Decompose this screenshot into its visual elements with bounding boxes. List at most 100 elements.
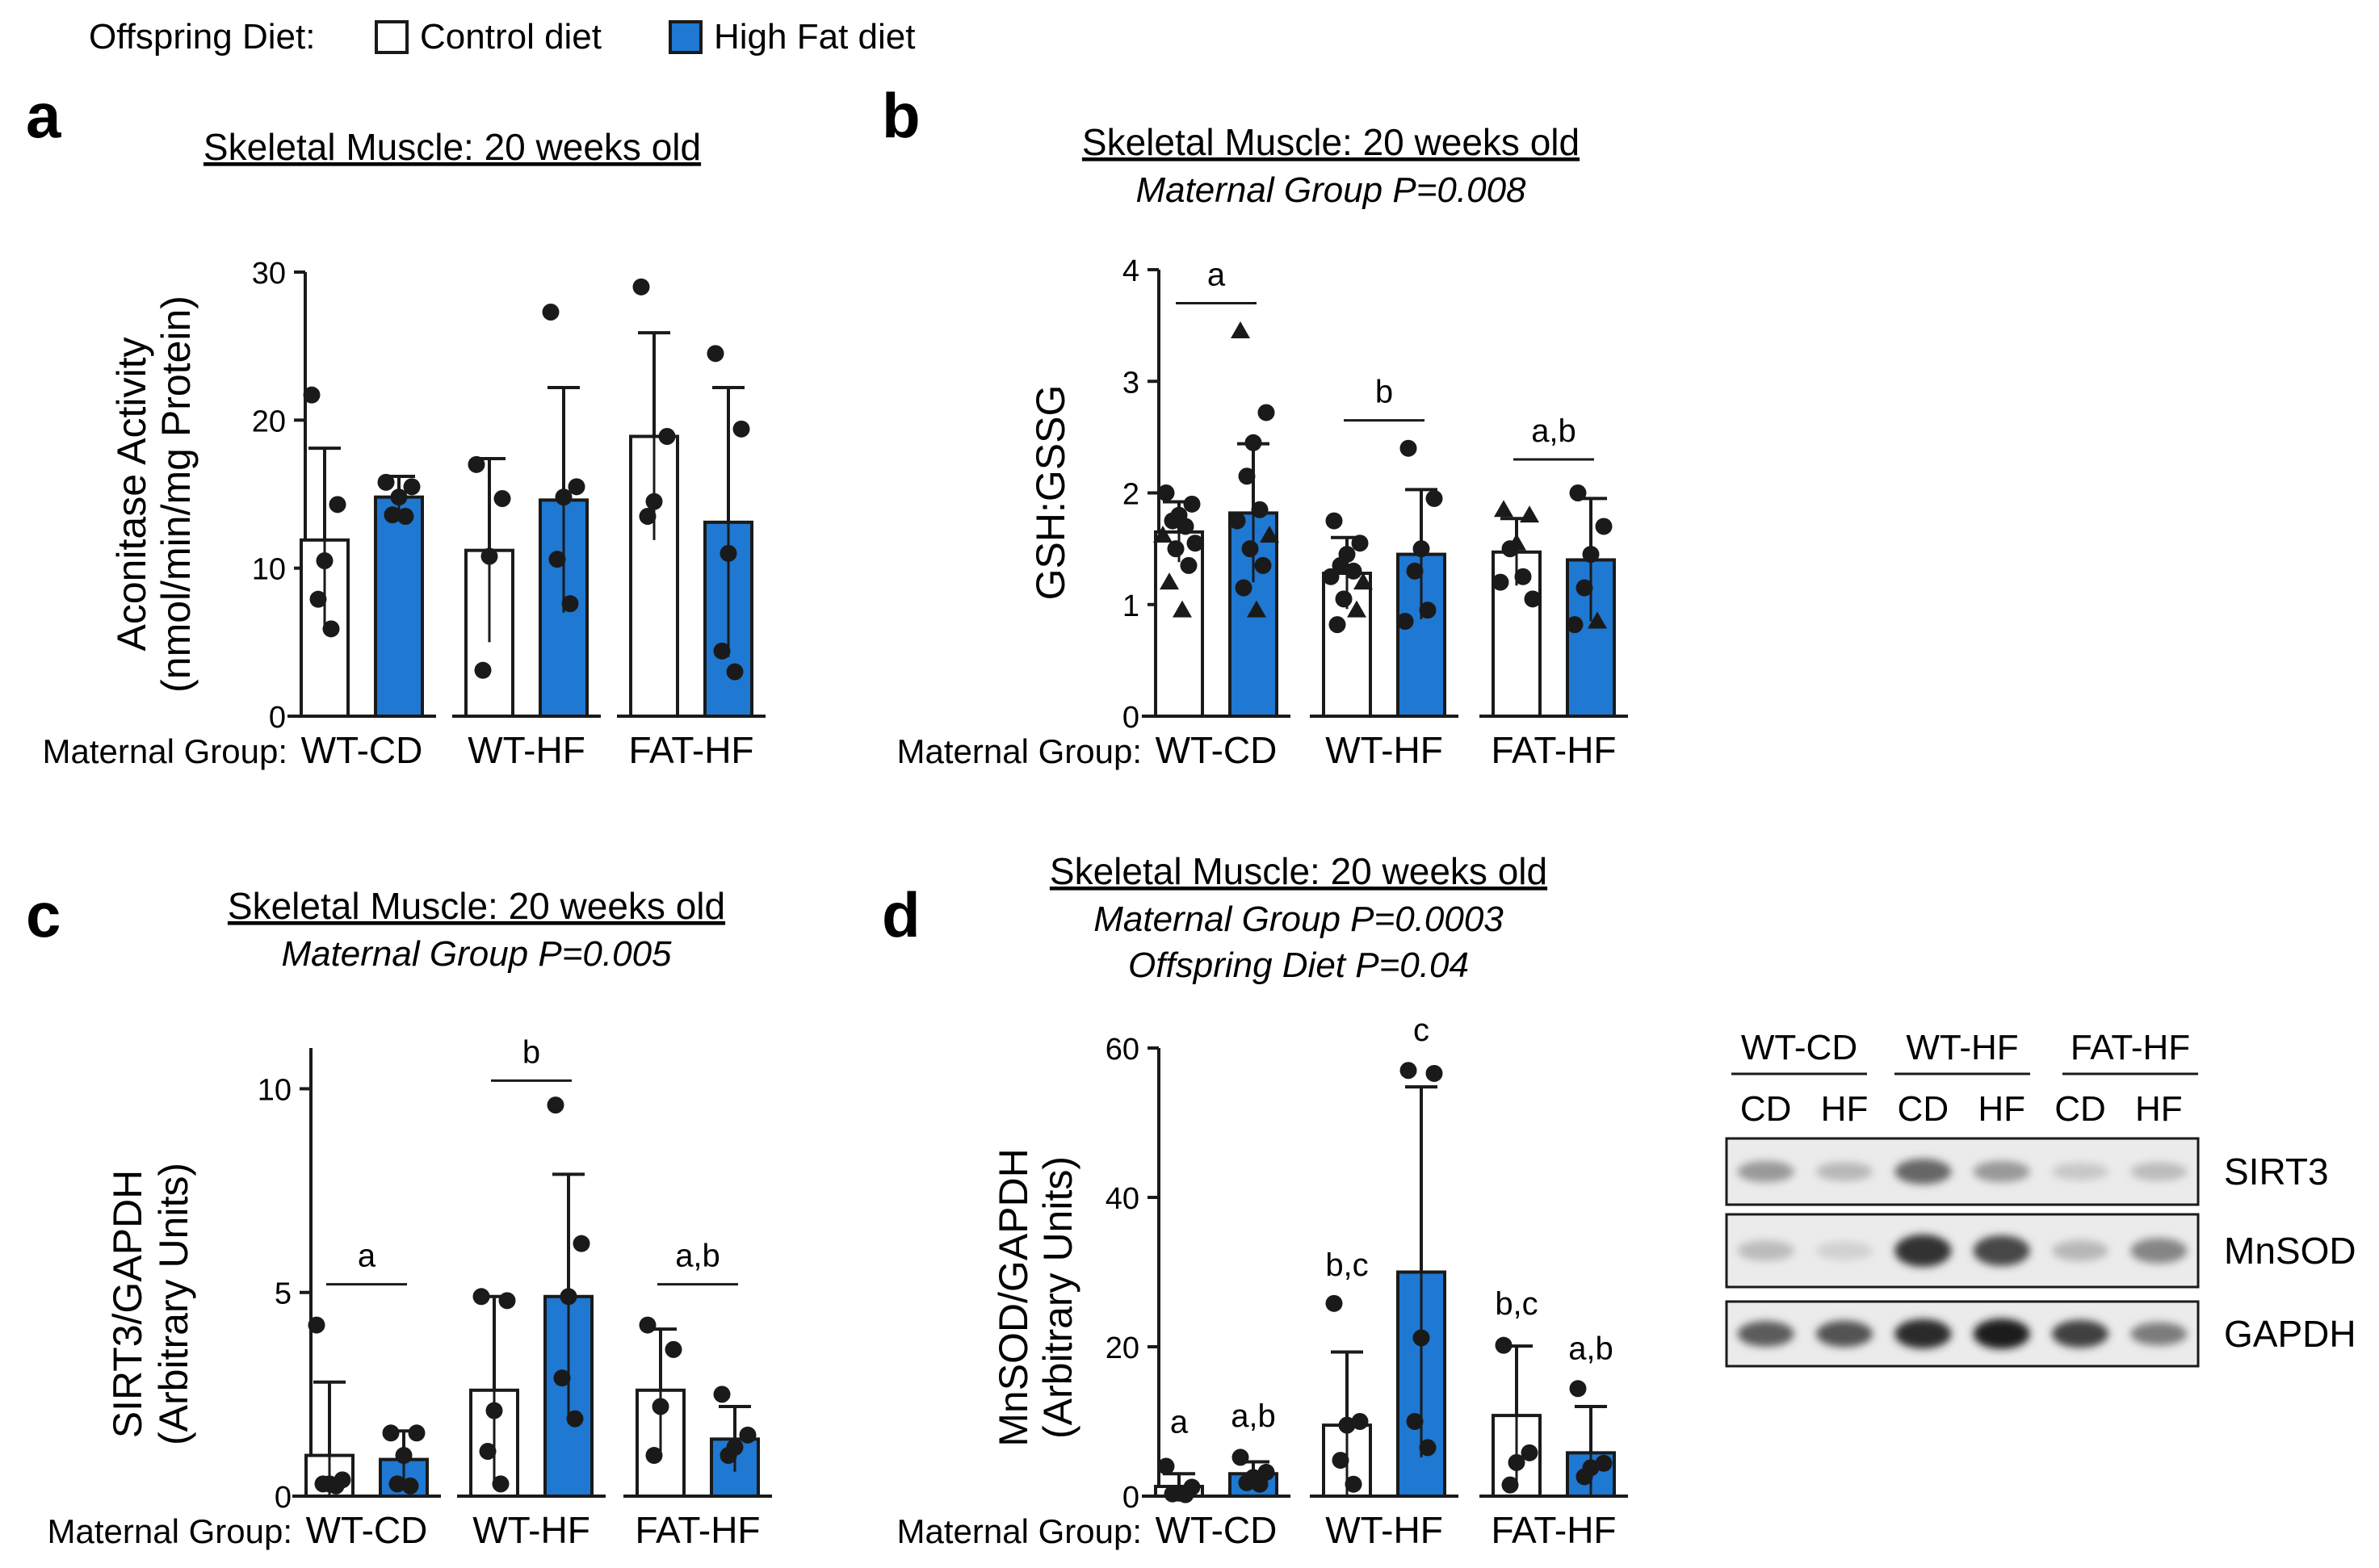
data-point (485, 1402, 503, 1419)
x-category-label: WT-HF (1325, 729, 1443, 771)
data-point (1164, 512, 1181, 530)
x-category-label: WT-CD (1156, 729, 1278, 771)
chart-subtitle: Maternal Group P=0.008 (1135, 170, 1526, 210)
western-blot: WT-CD CD HF WT-HF CD HF FAT-HF CD HF SIRT3 MnSOD GA… (1725, 1028, 2356, 1368)
blot-lane-label: CD (2054, 1089, 2106, 1129)
data-point (388, 1475, 406, 1493)
data-point (720, 1447, 737, 1465)
data-point (314, 1475, 332, 1493)
blot-group-label: WT-CD (1741, 1028, 1857, 1067)
data-point (1338, 1416, 1356, 1434)
y-tick-label: 4 (1122, 254, 1139, 288)
data-point-triangle (1494, 500, 1513, 518)
y-axis-label: GSH:GSSG (1028, 385, 1073, 601)
data-point (1412, 1329, 1430, 1347)
chart-subtitle: Maternal Group P=0.0003 (1093, 899, 1504, 939)
blot-band (1973, 1319, 2030, 1349)
y-tick-label: 60 (1106, 1033, 1139, 1067)
x-category-label: WT-HF (468, 729, 585, 771)
y-tick-label: 3 (1122, 366, 1139, 400)
x-axis-prefix: Maternal Group: (897, 732, 1142, 770)
significance-label: b (1375, 375, 1393, 410)
blot-group-label: FAT-HF (2071, 1028, 2190, 1067)
blot-band (1737, 1240, 1794, 1261)
x-category-label: WT-HF (1325, 1509, 1443, 1551)
data-point (479, 1443, 497, 1460)
data-point-triangle (1247, 600, 1266, 618)
data-point (1238, 1474, 1256, 1491)
data-point (1322, 568, 1340, 585)
x-category-label: WT-HF (472, 1509, 590, 1551)
data-point (568, 478, 585, 496)
panel-letter: c (26, 879, 61, 950)
data-point (384, 506, 401, 524)
data-point (1396, 612, 1414, 630)
data-point (1231, 1449, 1249, 1466)
data-point (1345, 1475, 1362, 1493)
data-point-triangle (1353, 572, 1373, 590)
data-point (1157, 484, 1175, 501)
legend-label-highfat: High Fat diet (714, 17, 915, 57)
data-point (707, 345, 724, 363)
data-point (652, 1398, 669, 1415)
significance-label: b (522, 1034, 540, 1070)
y-axis-label: SIRT3/GAPDH (105, 1170, 150, 1439)
data-point (665, 1340, 682, 1358)
data-point (1425, 1064, 1443, 1082)
data-point (555, 488, 573, 506)
panel-d-mnsod-chart: d Skeletal Muscle: 20 weeks old Maternal G… (882, 850, 1628, 1551)
data-point (1332, 556, 1349, 574)
data-point (480, 547, 498, 565)
data-point (1177, 1486, 1194, 1503)
significance-label: a,b (675, 1239, 720, 1274)
y-axis-label: (nmol/min/mg Protein) (153, 296, 199, 693)
data-point (1595, 518, 1613, 535)
significance-label: b,c (1495, 1286, 1538, 1322)
x-category-label: FAT-HF (635, 1509, 760, 1551)
data-point (492, 1475, 510, 1493)
data-point (1257, 404, 1275, 421)
blot-lane-label: HF (1978, 1089, 2025, 1129)
data-point (560, 1288, 577, 1306)
blot-row-label: SIRT3 (2224, 1151, 2329, 1193)
data-point-triangle (1260, 526, 1279, 543)
data-point (472, 1288, 490, 1306)
data-point (566, 1410, 584, 1428)
y-axis-label: MnSOD/GAPDH (991, 1148, 1036, 1447)
data-point (316, 552, 334, 569)
data-point (542, 304, 560, 321)
data-point (403, 478, 421, 496)
data-point (1254, 556, 1272, 574)
legend: Offspring Diet: Control diet High Fat di… (89, 17, 915, 57)
blot-lane-label: HF (1821, 1089, 1869, 1129)
data-point-triangle (1173, 600, 1192, 618)
data-point (401, 1477, 419, 1495)
data-point (309, 590, 327, 608)
data-point (1406, 562, 1424, 580)
data-point-triangle (1520, 505, 1539, 523)
data-point (1521, 1444, 1538, 1461)
y-tick-label: 40 (1106, 1182, 1139, 1216)
data-point (573, 1235, 590, 1252)
data-point (739, 1426, 757, 1444)
chart-subtitle: Offspring Diet P=0.04 (1128, 945, 1469, 985)
data-point (1576, 1468, 1593, 1486)
data-point (493, 490, 511, 507)
chart-title: Skeletal Muscle: 20 weeks old (1082, 121, 1580, 163)
y-tick-label: 0 (269, 701, 286, 735)
blot-strip (1725, 1213, 2200, 1289)
y-axis-label: Aconitase Activity (109, 337, 154, 651)
blot-band (2051, 1162, 2109, 1181)
y-tick-label: 30 (252, 257, 286, 291)
x-axis-prefix: Maternal Group: (897, 1512, 1142, 1550)
chart-title: Skeletal Muscle: 20 weeks old (203, 126, 701, 168)
data-point (632, 278, 650, 296)
significance-label: c (1413, 1012, 1429, 1048)
data-point (726, 663, 744, 681)
blot-band (1973, 1160, 2030, 1183)
x-category-label: WT-CD (306, 1509, 428, 1551)
data-point (1492, 573, 1509, 591)
x-axis-prefix: Maternal Group: (43, 732, 287, 770)
x-category-label: WT-CD (1156, 1509, 1278, 1551)
